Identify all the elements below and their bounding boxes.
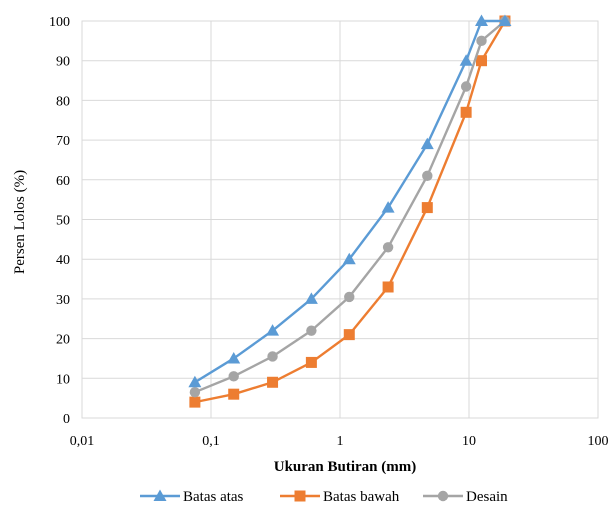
legend-item-desain: Desain [423,489,508,505]
x-tick-label: 10 [462,434,476,449]
square-marker [294,490,306,502]
gridlines [81,20,599,419]
y-tick-label: 10 [56,372,70,387]
series-line [194,20,506,394]
series-batas-bawah [189,15,511,408]
plot-area-border [81,20,599,419]
square-marker [476,55,488,67]
x-tick-label: 0,1 [202,434,220,449]
circle-marker [306,325,317,336]
legend-label: Desain [466,489,508,505]
circle-marker [228,371,239,382]
circle-marker [422,170,433,182]
triangle-marker [153,489,167,501]
x-tick-label: 1 [337,434,344,449]
circle-marker [437,490,449,502]
y-tick-label: 30 [56,293,70,308]
circle-marker [460,81,472,92]
y-tick-label: 20 [56,333,70,348]
triangle-marker [342,252,356,265]
x-tick-label: 100 [588,434,609,449]
y-tick-label: 70 [56,134,70,149]
legend-item-batas-bawah: Batas bawah [280,489,400,505]
triangle-marker [227,351,241,364]
x-axis-title: Ukuran Butiran (mm) [274,459,417,475]
square-marker [421,202,433,214]
square-marker [267,376,279,388]
legend: Batas atas Batas bawah Desain [140,489,508,505]
x-tick-label: 0,01 [70,434,95,449]
y-tick-label: 90 [56,55,70,70]
y-tick-labels: 0 10 20 30 40 50 60 70 80 90 100 [49,15,70,427]
circle-marker [476,35,487,47]
circle-marker [382,242,394,253]
data-series [188,14,512,408]
series-line [194,20,506,404]
square-marker [343,329,355,341]
series-desain [189,15,511,398]
legend-label: Batas bawah [323,489,400,505]
y-tick-label: 100 [49,15,70,30]
y-tick-label: 40 [56,253,70,268]
y-tick-label: 50 [56,214,70,229]
square-marker [382,281,394,293]
triangle-marker [188,375,202,388]
triangle-marker [498,14,512,26]
y-tick-label: 80 [56,94,70,109]
triangle-marker [420,137,434,150]
circle-marker [344,291,355,303]
circle-marker [189,386,201,398]
x-tick-labels: 0,01 0,1 1 10 100 [70,434,609,449]
triangle-marker [266,324,280,336]
triangle-marker [381,201,395,213]
triangle-marker [459,54,473,66]
legend-item-batas-atas: Batas atas [140,489,244,505]
y-axis-title: Persen Lolos (%) [12,170,28,274]
square-marker [460,106,472,118]
y-tick-label: 0 [63,412,70,427]
series-line [194,19,505,384]
square-marker [189,396,201,408]
legend-label: Batas atas [183,489,244,505]
square-marker [305,356,317,368]
y-tick-label: 60 [56,174,70,189]
square-marker [228,388,240,400]
triangle-marker [475,14,489,26]
triangle-marker [304,292,318,304]
circle-marker [267,351,278,362]
series-batas-atas [188,14,512,388]
